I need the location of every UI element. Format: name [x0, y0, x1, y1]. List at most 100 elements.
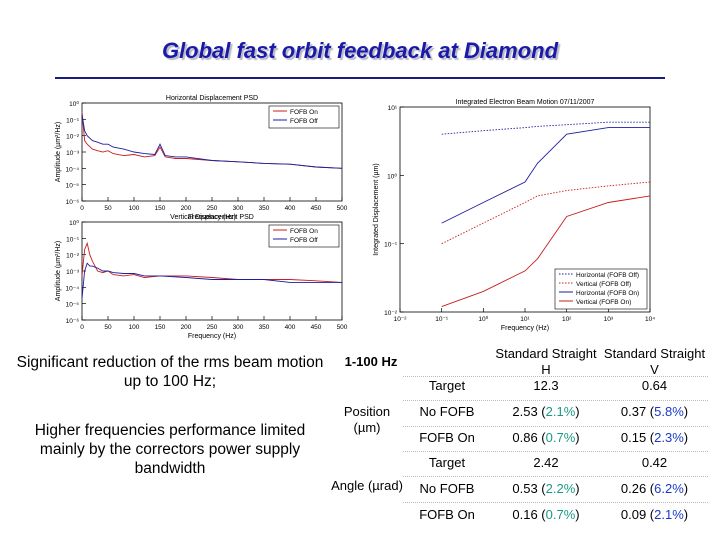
- integrated-xtick-label: 10⁴: [645, 316, 655, 323]
- cell-h-position-fofb-on: 0.86 (0.7%): [512, 430, 580, 445]
- h-psd-xtick-label: 200: [181, 205, 192, 212]
- h-psd-legend-label: FOFB On: [290, 109, 318, 116]
- table-row-divider: [403, 502, 708, 503]
- row-group-label-position: Position (µm): [343, 404, 391, 435]
- v-psd-xtick-label: 200: [181, 324, 192, 331]
- v-psd-ytick-label: 10⁻⁶: [66, 318, 80, 325]
- h-psd-ytick-label: 10⁻⁵: [66, 183, 80, 190]
- slide-title: Global fast orbit feedback at Diamond: [161, 38, 559, 63]
- v-psd-series-fofb-off: [81, 262, 342, 299]
- cell-v-position-fofb-on: 0.15 (2.3%): [620, 430, 689, 445]
- h-psd-ytick-label: 10⁻²: [66, 134, 80, 141]
- integrated-xtick-label: 10⁻²: [394, 316, 408, 323]
- v-psd-xtick-label: 250: [207, 324, 218, 331]
- cell-v-angle-fofb-on: 0.09 (2.1%): [620, 507, 689, 522]
- h-psd-xtick-label: 400: [285, 205, 296, 212]
- h-psd-xtick-label: 100: [129, 205, 140, 212]
- integrated-legend-label: Vertical (FOFB Off): [576, 281, 631, 288]
- v-psd-ytick-label: 10⁻¹: [66, 236, 80, 243]
- v-psd-ytick-label: 10⁻⁵: [66, 302, 80, 309]
- v-psd-legend-label: FOFB Off: [290, 237, 318, 244]
- integrated-xtick-label: 10³: [604, 316, 614, 323]
- table-row-divider: [403, 476, 708, 477]
- h-psd-xlabel: Frequency (Hz): [188, 214, 236, 221]
- h-psd-ylabel: Amplitude (µm²/Hz): [55, 122, 62, 182]
- v-psd-xtick-label: 100: [129, 324, 140, 331]
- cell-v-angle-no-fofb: 0.26 (6.2%): [620, 481, 689, 496]
- h-psd-xtick-label: 0: [80, 205, 84, 212]
- integrated-ylabel: Integrated Displacement (µm): [373, 163, 380, 255]
- h-psd-xtick-label: 300: [233, 205, 244, 212]
- cell-h-angle-no-fofb: 0.53 (2.2%): [512, 481, 580, 496]
- integrated-ytick-label: 10⁻¹: [384, 242, 398, 249]
- h-psd-xtick-label: 450: [311, 205, 322, 212]
- v-psd-ytick-label: 10⁻²: [66, 253, 80, 260]
- integrated-ytick-label: 10⁰: [387, 172, 397, 180]
- h-psd-xtick-label: 50: [104, 205, 112, 212]
- v-psd-xtick-label: 450: [311, 324, 322, 331]
- row-group-label-angle: Angle (µrad): [331, 478, 403, 493]
- v-psd-xlabel: Frequency (Hz): [188, 333, 236, 340]
- h-psd-xtick-label: 150: [155, 205, 166, 212]
- h-psd-series-fofb-off: [81, 114, 343, 169]
- v-psd-ytick-label: 10⁻⁴: [66, 285, 80, 292]
- v-psd-ytick-label: 10⁰: [69, 219, 79, 227]
- h-psd-ytick-label: 10⁻⁴: [66, 166, 80, 173]
- cell-v-angle-target: 0.42: [641, 455, 668, 470]
- row-label-angle-fofb-on: FOFB On: [419, 507, 475, 522]
- h-psd-title: Horizontal Displacement PSD: [166, 95, 258, 102]
- cell-h-angle-fofb-on: 0.16 (0.7%): [512, 507, 580, 522]
- table-corner-label: 1-100 Hz: [344, 354, 398, 369]
- integrated-legend-box: [554, 268, 648, 310]
- h-psd-xtick-label: 250: [207, 205, 218, 212]
- v-psd-legend-label: FOFB On: [290, 228, 318, 235]
- integrated-series-horizontal-fofb-on: [441, 127, 650, 224]
- row-label-angle-target: Target: [428, 455, 466, 470]
- h-psd-xtick-label: 500: [337, 205, 348, 212]
- integrated-xtick-label: 10¹: [520, 316, 530, 323]
- v-psd-xtick-label: 500: [337, 324, 348, 331]
- v-psd-ytick-label: 10⁻³: [66, 269, 80, 276]
- performance-table: 1-100 Hz Standard Straight H Standard Stra…: [331, 340, 708, 528]
- integrated-legend-label: Horizontal (FOFB On): [576, 290, 639, 297]
- row-label-position-fofb-on: FOFB On: [419, 430, 475, 445]
- integrated-legend-label: Horizontal (FOFB Off): [576, 272, 639, 279]
- integrated-ytick-label: 10¹: [388, 105, 398, 112]
- table-row-divider: [403, 400, 708, 401]
- integrated-series-vertical-fofb-off: [441, 181, 651, 245]
- col-header-standard-straight-v: Standard Straight V: [603, 346, 706, 377]
- v-psd-xtick-label: 350: [259, 324, 270, 331]
- integrated-legend-label: Vertical (FOFB On): [576, 299, 631, 306]
- h-psd-legend-label: FOFB Off: [290, 118, 318, 125]
- h-psd-xtick-label: 350: [259, 205, 270, 212]
- bullet-bandwidth-limit: Higher frequencies performance limited m…: [34, 422, 306, 477]
- cell-v-position-target: 0.64: [641, 378, 668, 393]
- v-psd-xtick-label: 0: [80, 324, 84, 331]
- row-label-angle-no-fofb: No FOFB: [419, 481, 475, 496]
- v-psd-ylabel: Amplitude (µm²/Hz): [55, 241, 62, 301]
- v-psd-xtick-label: 400: [285, 324, 296, 331]
- cell-h-position-no-fofb: 2.53 (2.1%): [512, 404, 580, 419]
- h-psd-ytick-label: 10⁻⁶: [66, 199, 80, 206]
- integrated-ytick-label: 10⁻²: [384, 310, 398, 317]
- integrated-xlabel: Frequency (Hz): [501, 325, 549, 332]
- v-psd-xtick-label: 300: [233, 324, 244, 331]
- h-psd-ytick-label: 10⁰: [69, 100, 79, 108]
- v-psd-xtick-label: 50: [104, 324, 112, 331]
- col-header-standard-straight-h: Standard Straight H: [495, 346, 597, 377]
- integrated-xtick-label: 10²: [562, 316, 572, 323]
- table-row-divider: [403, 451, 708, 452]
- v-psd-xtick-label: 150: [155, 324, 166, 331]
- integrated-series-vertical-fofb-on: [441, 195, 651, 308]
- h-psd-ytick-label: 10⁻¹: [66, 117, 80, 124]
- cell-h-position-target: 12.3: [533, 378, 559, 393]
- table-row-divider: [403, 426, 708, 427]
- cell-v-position-no-fofb: 0.37 (5.8%): [620, 404, 689, 419]
- table-row-divider: [403, 376, 708, 377]
- cell-h-angle-target: 2.42: [533, 455, 559, 470]
- v-psd-title: Vertical Displacement PSD: [170, 214, 254, 221]
- bullet-rms-reduction: Significant reduction of the rms beam mo…: [16, 354, 324, 390]
- row-label-position-no-fofb: No FOFB: [419, 404, 475, 419]
- integrated-xtick-label: 10⁰: [478, 315, 488, 323]
